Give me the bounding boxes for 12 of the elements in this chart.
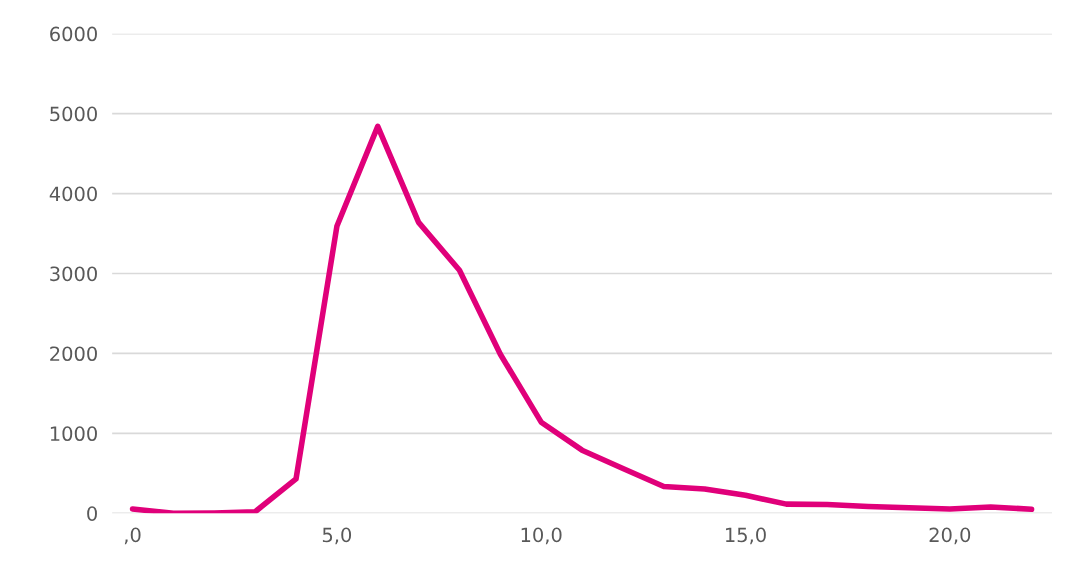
x-tick-label: ,0 [124,527,141,545]
y-tick-label: 5000 [50,106,97,122]
y-tick-label: 4000 [49,186,97,202]
x-tick-label: 15,0 [726,527,766,545]
y-tick-label: 0 [87,506,97,521]
y-tick-label: 3000 [50,266,97,282]
x-tick-label: 10,0 [521,527,562,545]
x-tick-label: 5,0 [322,527,352,545]
x-tick-label: 20,0 [929,527,971,545]
y-tick-label: 1000 [50,426,97,442]
y-tick-label: 6000 [50,26,97,42]
y-tick-label: 2000 [50,346,97,362]
